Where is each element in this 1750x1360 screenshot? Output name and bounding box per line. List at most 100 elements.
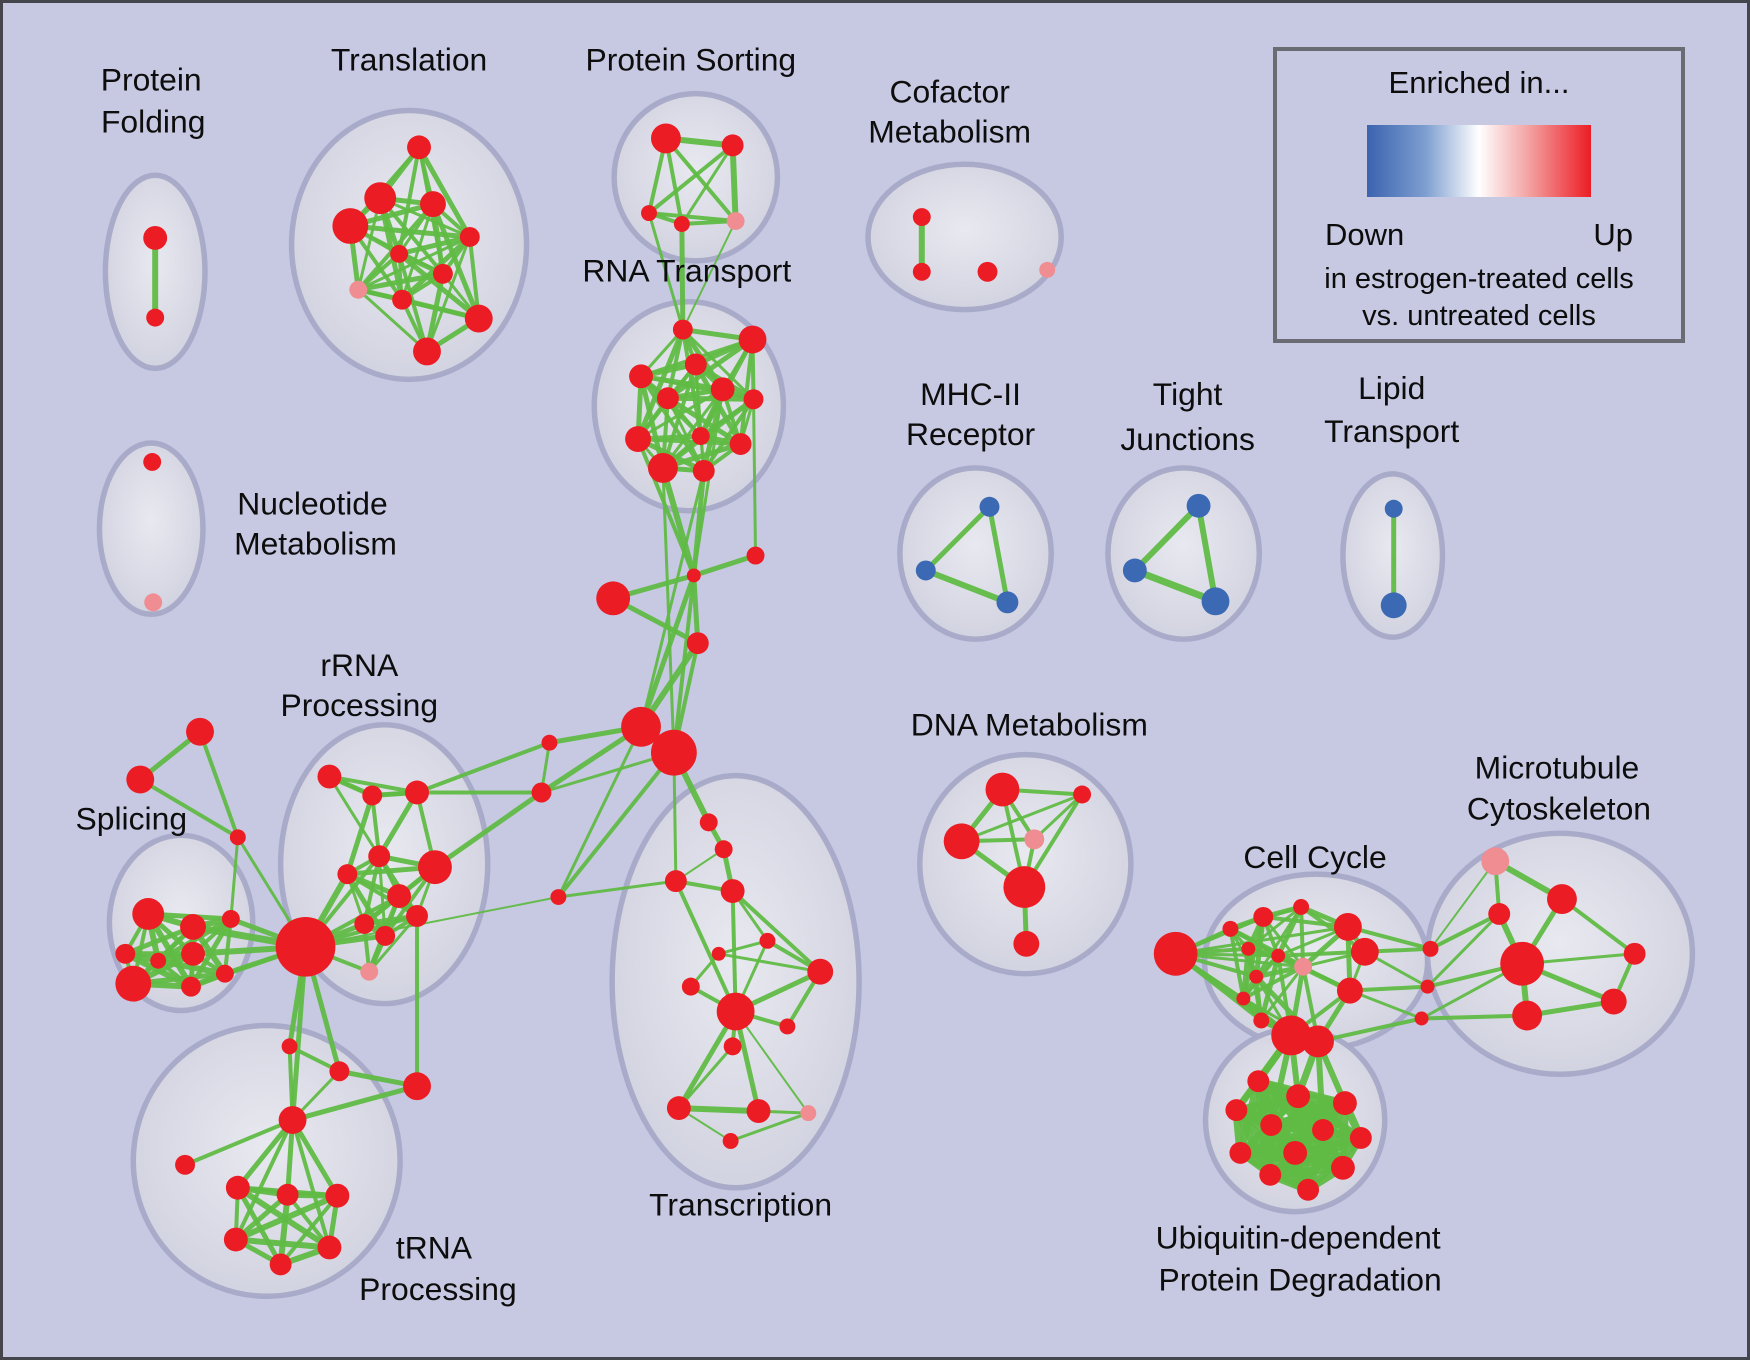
cluster-label: Metabolism — [234, 526, 397, 562]
cluster-label: Junctions — [1120, 421, 1255, 457]
network-edge — [197, 729, 240, 840]
network-node — [407, 135, 431, 160]
network-node — [375, 925, 396, 946]
network-node — [1225, 1099, 1248, 1122]
network-node — [392, 289, 413, 310]
cluster-labels: Protein Folding Translation Protein Sorting… — [76, 42, 1651, 1308]
network-node — [406, 905, 428, 927]
network-edge — [396, 234, 473, 257]
network-node — [146, 308, 165, 327]
network-nodes — [115, 123, 1646, 1276]
network-node — [362, 785, 383, 806]
network-node — [1259, 1163, 1282, 1186]
network-node — [354, 913, 375, 934]
network-node — [1330, 1155, 1355, 1180]
network-node — [673, 216, 690, 232]
network-node — [1332, 1091, 1357, 1116]
network-node — [1253, 906, 1274, 927]
cluster-label: Cofactor — [889, 74, 1010, 110]
network-edge — [1254, 905, 1303, 979]
cluster-label: Processing — [281, 687, 439, 723]
cluster-label: Translation — [331, 42, 487, 78]
network-node — [1384, 499, 1403, 518]
network-edge — [680, 143, 735, 226]
network-edge — [367, 914, 419, 974]
network-edge — [734, 1010, 810, 1115]
network-edge — [415, 740, 552, 795]
network-node — [143, 453, 162, 471]
legend-gradient-bar — [1367, 125, 1591, 197]
network-edge — [1426, 912, 1501, 989]
network-node — [215, 964, 234, 983]
network-node — [1333, 912, 1362, 941]
network-edge — [635, 327, 686, 442]
network-edge — [1299, 905, 1306, 969]
network-node — [115, 965, 152, 1002]
network-node — [221, 909, 240, 928]
network-edge — [278, 1193, 340, 1267]
network-node — [1500, 941, 1545, 986]
cluster-label: Transcription — [649, 1187, 832, 1223]
network-node — [278, 1106, 307, 1134]
network-edge — [416, 144, 473, 240]
network-node — [746, 1099, 771, 1124]
network-edge — [232, 1236, 333, 1251]
network-edge — [729, 142, 739, 225]
network-node — [180, 913, 206, 940]
cluster-label: Microtubule — [1475, 750, 1640, 786]
cluster-label: RNA Transport — [582, 253, 791, 289]
cluster-label: DNA Metabolism — [911, 707, 1148, 743]
network-edge — [717, 952, 822, 974]
cluster-label: rRNA — [320, 647, 399, 683]
network-node — [1222, 920, 1239, 937]
network-edge — [987, 504, 1010, 605]
network-node — [985, 772, 1020, 807]
network-node — [915, 560, 936, 581]
cluster-label: Protein — [101, 62, 202, 98]
network-node — [464, 304, 493, 333]
network-node — [743, 389, 764, 410]
legend-title: Enriched in... — [1388, 65, 1570, 100]
network-node — [132, 898, 165, 930]
network-node — [977, 261, 998, 282]
network-edge — [675, 1105, 762, 1115]
cluster-label: MHC-II — [920, 376, 1021, 412]
network-edge — [277, 1191, 291, 1268]
cluster-label: Protein Degradation — [1158, 1261, 1441, 1297]
network-node — [1201, 587, 1230, 616]
network-node — [656, 387, 679, 410]
network-node — [432, 263, 453, 284]
network-edge — [647, 211, 685, 332]
network-node — [390, 244, 409, 263]
network-node — [144, 593, 163, 612]
network-node — [181, 976, 201, 997]
network-node — [403, 1072, 431, 1101]
network-edge — [677, 1044, 735, 1110]
network-edge — [290, 1118, 332, 1250]
network-node — [686, 632, 709, 655]
network-edge — [556, 879, 678, 899]
legend-subtitle-line1: in estrogen-treated cells — [1324, 263, 1634, 295]
network-edge — [738, 337, 755, 447]
network-edge — [1428, 911, 1502, 951]
network-node — [143, 226, 168, 250]
network-edge — [639, 374, 756, 401]
network-edge — [665, 337, 756, 401]
network-node — [276, 1183, 299, 1206]
network-edge — [232, 1192, 341, 1243]
network-edge — [235, 1117, 296, 1191]
network-node — [1600, 988, 1627, 1015]
network-node — [699, 813, 718, 832]
network-edge — [717, 939, 769, 956]
network-node — [738, 325, 767, 354]
cluster-label: Ubiquitin-dependent — [1156, 1219, 1441, 1255]
legend-endpoint-labels: Down Up — [1325, 217, 1633, 253]
network-node — [1253, 1012, 1270, 1029]
network-node — [550, 889, 567, 906]
network-node — [800, 1105, 817, 1122]
network-node — [541, 734, 558, 751]
network-node — [1422, 940, 1439, 957]
network-edge — [960, 792, 1084, 843]
network-edge — [638, 572, 697, 730]
